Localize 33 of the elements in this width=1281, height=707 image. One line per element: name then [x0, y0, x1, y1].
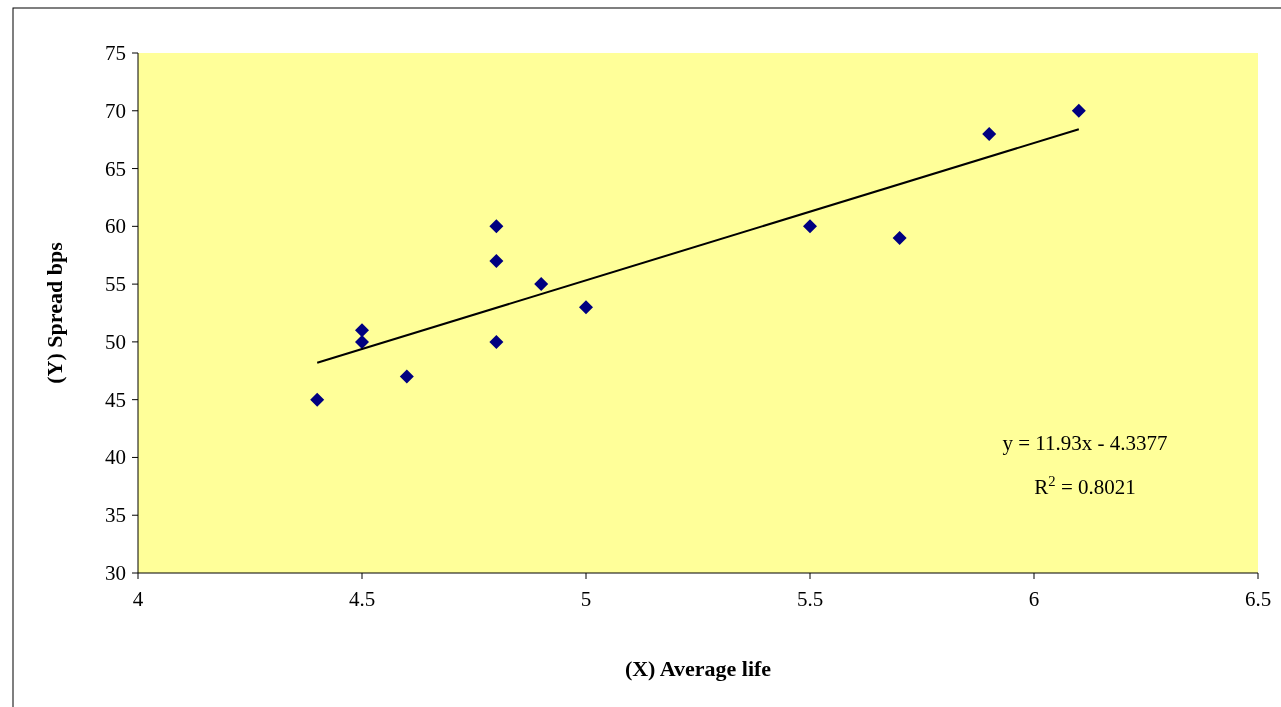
y-tick-label: 35	[105, 503, 126, 528]
point	[489, 219, 504, 234]
point	[399, 369, 414, 384]
y-tick-label: 45	[105, 387, 126, 412]
y-tick-label: 40	[105, 445, 126, 470]
point	[355, 323, 369, 338]
x-axis-title: (X) Average life	[624, 656, 772, 681]
y-tick-label: 75	[105, 41, 126, 65]
point	[982, 126, 997, 141]
y-axis-title: (Y) Spread bps	[42, 241, 67, 384]
y-tick-label: 60	[105, 214, 126, 239]
x-tick-label: 4.5	[348, 587, 376, 611]
annotation: R$^{2}$ = 0.8021	[1034, 473, 1136, 499]
x-tick-label: 6	[1028, 587, 1040, 611]
y-tick-label: 55	[105, 272, 126, 297]
point	[489, 254, 504, 268]
point	[892, 230, 907, 245]
point	[579, 300, 593, 315]
point	[310, 392, 325, 407]
y-tick-label: 65	[105, 156, 126, 181]
x-tick-label: 5	[580, 587, 592, 611]
x-tick-label: 6.5	[1244, 587, 1272, 611]
point	[803, 219, 817, 234]
x-tick-label: 4	[132, 587, 144, 611]
y-tick-label: 70	[105, 98, 126, 123]
annotation: y = 11.93x - 4.3377	[1002, 431, 1168, 455]
point	[1071, 103, 1086, 118]
point	[534, 277, 549, 292]
x-tick-label: 5.5	[796, 587, 824, 611]
y-tick-label: 50	[105, 329, 126, 354]
point	[355, 334, 369, 349]
y-tick-label: 30	[105, 561, 126, 585]
point	[489, 334, 504, 349]
